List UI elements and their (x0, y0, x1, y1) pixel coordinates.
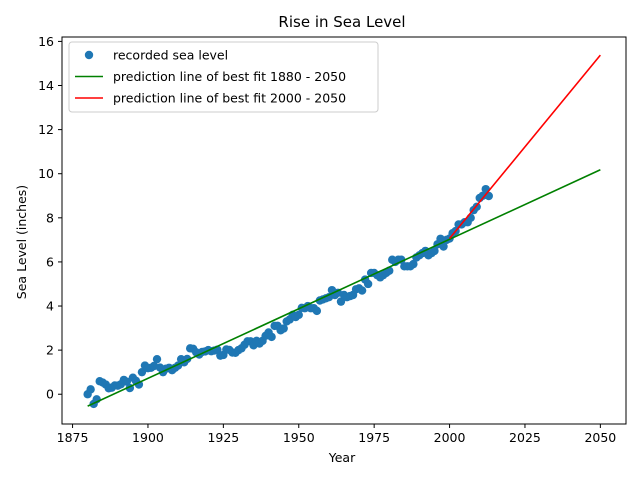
y-tick-label: 16 (38, 34, 54, 49)
legend-label: prediction line of best fit 2000 - 2050 (113, 91, 346, 106)
plot-area (83, 54, 601, 409)
x-tick-label: 1875 (57, 430, 89, 445)
y-axis-label: Sea Level (inches) (14, 185, 29, 299)
scatter-point (152, 354, 162, 364)
scatter-point (409, 259, 418, 269)
axes-frame (61, 36, 627, 425)
legend-label: prediction line of best fit 1880 - 2050 (113, 69, 346, 84)
y-tick-label: 8 (46, 210, 54, 225)
x-tick-label: 2000 (434, 430, 466, 445)
scatter-point (363, 279, 373, 289)
x-tick-label: 1925 (207, 430, 239, 445)
scatter-point (478, 191, 487, 200)
scatter-point (357, 286, 367, 295)
y-tick-label: 2 (46, 343, 54, 358)
fit-line-1880-2050 (87, 169, 601, 407)
x-tick-label: 1900 (132, 430, 164, 445)
legend-marker-recorded (84, 50, 94, 60)
scatter-point (430, 246, 439, 256)
y-tick-label: 10 (38, 166, 54, 181)
legend-box (68, 41, 379, 113)
y-tick-label: 4 (46, 299, 54, 314)
legend: recorded sea level prediction line of bes… (68, 41, 379, 113)
scatter-point (312, 306, 322, 316)
fit-line-2000-2050 (448, 54, 601, 240)
scatter-point (466, 213, 475, 223)
scatter-point (137, 367, 147, 377)
scatter-point (279, 324, 288, 333)
y-tick-label: 6 (46, 254, 54, 269)
scatter-point (122, 377, 132, 386)
x-axis-label: Year (328, 450, 356, 465)
scatter-point (336, 297, 346, 306)
chart-title: Rise in Sea Level (278, 13, 405, 31)
scatter-point (294, 310, 303, 320)
y-tick-label: 14 (38, 78, 54, 93)
scatter-point (484, 191, 493, 201)
x-tick-label: 2050 (584, 430, 616, 445)
axes: 1875 1900 1925 1950 1975 2000 2025 2050 0 2 4 6 8 10 1… (38, 34, 627, 445)
scatter-point (439, 242, 448, 251)
x-tick-label: 1975 (358, 430, 390, 445)
y-tick-label: 0 (46, 387, 54, 402)
scatter-point (86, 385, 95, 394)
scatter-point (134, 380, 144, 389)
y-tick-label: 12 (38, 122, 54, 137)
scatter-point (267, 332, 276, 342)
legend-label: recorded sea level (113, 48, 228, 63)
x-tick-label: 2025 (509, 430, 541, 445)
x-tick-label: 1950 (283, 430, 315, 445)
